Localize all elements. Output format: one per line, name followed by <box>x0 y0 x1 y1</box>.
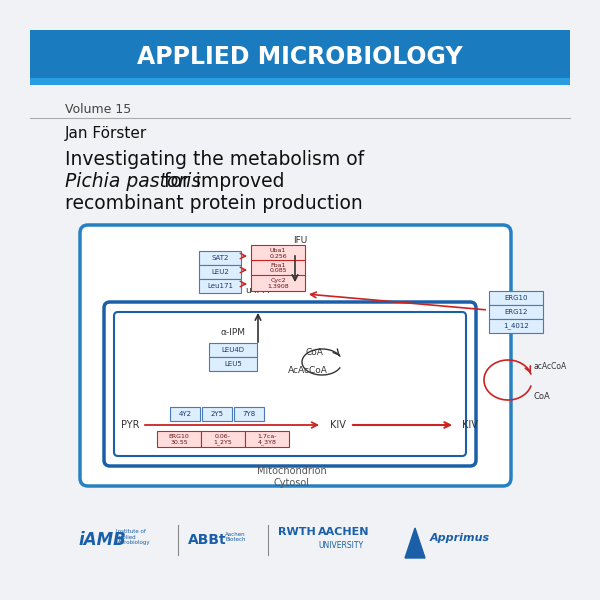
Text: KIV: KIV <box>462 420 478 430</box>
Text: Apprimus: Apprimus <box>430 533 490 543</box>
FancyBboxPatch shape <box>157 431 201 447</box>
FancyBboxPatch shape <box>170 407 200 421</box>
FancyBboxPatch shape <box>201 431 245 447</box>
FancyBboxPatch shape <box>489 319 543 333</box>
Text: Uba1: Uba1 <box>270 248 286 253</box>
FancyBboxPatch shape <box>209 357 257 371</box>
Text: ERG12: ERG12 <box>505 309 527 315</box>
Text: APPLIED MICROBIOLOGY: APPLIED MICROBIOLOGY <box>137 45 463 69</box>
Text: ERG10: ERG10 <box>504 295 528 301</box>
Text: 0.06-: 0.06- <box>215 434 231 439</box>
Text: AACHEN: AACHEN <box>318 527 370 537</box>
Text: 2Y5: 2Y5 <box>211 411 223 417</box>
Text: LEU2: LEU2 <box>211 269 229 275</box>
Text: acAcCoA: acAcCoA <box>533 362 566 371</box>
Text: Pichia pastoris: Pichia pastoris <box>65 172 201 191</box>
FancyBboxPatch shape <box>251 275 305 291</box>
FancyBboxPatch shape <box>199 251 241 265</box>
FancyBboxPatch shape <box>30 30 570 85</box>
FancyBboxPatch shape <box>199 279 241 293</box>
Text: Aachen
Biotech: Aachen Biotech <box>225 532 245 542</box>
Text: SAT2: SAT2 <box>211 255 229 261</box>
FancyBboxPatch shape <box>251 245 305 261</box>
Text: 4Y2: 4Y2 <box>179 411 191 417</box>
Text: IFU: IFU <box>293 236 307 245</box>
Text: 0.085: 0.085 <box>269 269 287 274</box>
Text: LEU4D: LEU4D <box>221 347 245 353</box>
Text: 0.256: 0.256 <box>269 253 287 259</box>
FancyBboxPatch shape <box>489 291 543 305</box>
Text: α-IPM: α-IPM <box>221 328 245 337</box>
Text: ERG10: ERG10 <box>169 434 190 439</box>
Text: 7Y8: 7Y8 <box>242 411 256 417</box>
Text: Cytosol: Cytosol <box>274 478 310 488</box>
Text: RWTH: RWTH <box>278 527 316 537</box>
FancyBboxPatch shape <box>104 302 476 466</box>
Text: u-IPM: u-IPM <box>245 286 271 295</box>
Text: CoA: CoA <box>305 348 323 357</box>
Text: recombinant protein production: recombinant protein production <box>65 194 363 213</box>
Text: Cyc2: Cyc2 <box>270 278 286 283</box>
Polygon shape <box>405 528 425 558</box>
FancyBboxPatch shape <box>489 305 543 319</box>
Text: 1_4012: 1_4012 <box>503 323 529 329</box>
Text: PYR: PYR <box>121 420 139 430</box>
Text: Investigating the metabolism of: Investigating the metabolism of <box>65 150 364 169</box>
Text: Volume 15: Volume 15 <box>65 103 131 116</box>
Text: CoA: CoA <box>533 392 550 401</box>
FancyBboxPatch shape <box>209 343 257 357</box>
Text: Leu171: Leu171 <box>207 283 233 289</box>
Text: KIV: KIV <box>330 420 346 430</box>
Text: for improved: for improved <box>158 172 284 191</box>
FancyBboxPatch shape <box>30 78 570 85</box>
Text: ABBt: ABBt <box>188 533 227 547</box>
Text: Fba1: Fba1 <box>271 263 286 268</box>
Text: Institute of
Applied
Microbiology: Institute of Applied Microbiology <box>116 529 151 545</box>
Text: Mitochondrion: Mitochondrion <box>257 466 327 476</box>
FancyBboxPatch shape <box>251 260 305 276</box>
Text: 4_3Y8: 4_3Y8 <box>257 439 277 445</box>
Text: 1.7ca-: 1.7ca- <box>257 434 277 439</box>
FancyBboxPatch shape <box>202 407 232 421</box>
FancyBboxPatch shape <box>80 225 511 486</box>
Text: iAMB: iAMB <box>78 531 126 549</box>
FancyBboxPatch shape <box>245 431 289 447</box>
Text: UNIVERSITY: UNIVERSITY <box>318 541 363 551</box>
Text: 1.3908: 1.3908 <box>267 283 289 289</box>
FancyBboxPatch shape <box>199 265 241 279</box>
Text: AcAcCoA: AcAcCoA <box>288 366 328 375</box>
Text: LEU5: LEU5 <box>224 361 242 367</box>
FancyBboxPatch shape <box>234 407 264 421</box>
Text: Jan Förster: Jan Förster <box>65 126 147 141</box>
Text: 1_2Y5: 1_2Y5 <box>214 439 232 445</box>
Text: 30.55: 30.55 <box>170 439 188 445</box>
